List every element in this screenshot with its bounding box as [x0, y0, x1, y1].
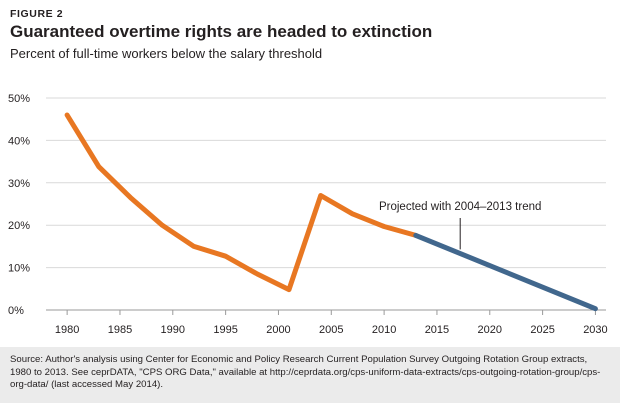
projected-series-line — [413, 232, 598, 312]
y-tick-label: 30% — [8, 178, 30, 190]
x-tick-label: 2030 — [583, 324, 607, 336]
chart-title: Guaranteed overtime rights are headed to… — [10, 22, 433, 41]
source-note: Source: Author's analysis using Center f… — [10, 354, 601, 390]
y-tick-label: 20% — [8, 220, 30, 232]
x-tick-label: 2000 — [266, 324, 290, 336]
x-tick-label: 1985 — [108, 324, 132, 336]
x-tick-label: 1995 — [213, 324, 237, 336]
x-tick-label: 2020 — [478, 324, 502, 336]
y-tick-label: 10% — [8, 263, 30, 275]
historical-series-line — [64, 112, 419, 293]
figure-label: FIGURE 2 — [10, 8, 64, 20]
y-tick-label: 50% — [8, 93, 30, 105]
y-tick-label: 40% — [8, 135, 30, 147]
source-footer: Source: Author's analysis using Center f… — [0, 347, 620, 403]
annotation-label: Projected with 2004–2013 trend — [379, 201, 541, 213]
chart-subtitle: Percent of full-time workers below the s… — [10, 46, 323, 61]
y-tick-label: 0% — [8, 305, 24, 317]
x-tick-label: 2005 — [319, 324, 343, 336]
x-tick-label: 1980 — [55, 324, 79, 336]
x-tick-label: 2010 — [372, 324, 396, 336]
x-tick-label: 2015 — [425, 324, 449, 336]
x-tick-label: 1990 — [161, 324, 185, 336]
line-chart: 0% 10% 20% 30% 40% 50% 1980 1985 1990 1995 2000 200… — [8, 93, 608, 336]
x-tick-label: 2025 — [530, 324, 554, 336]
